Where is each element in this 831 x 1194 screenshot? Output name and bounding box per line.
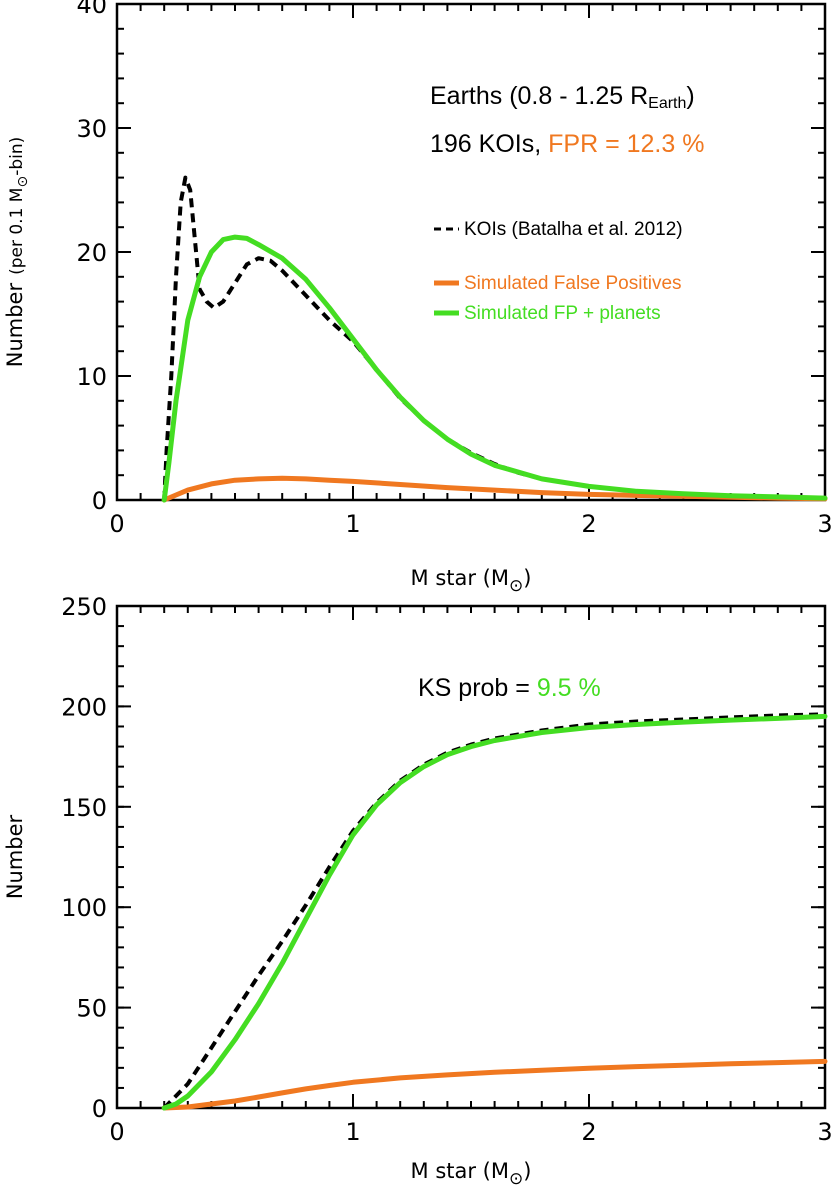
x-tick-label: 3	[817, 510, 831, 538]
x-tick-label: 2	[581, 1118, 596, 1146]
bottom-panel-ticks: 0 1 2 3 0 50 100 150 200 250	[61, 593, 831, 1146]
ks-prob-value: 9.5 %	[537, 674, 601, 702]
y-tick-label: 0	[92, 1095, 107, 1123]
earths-annotation: Earths (0.8 - 1.25 REarth)	[430, 82, 695, 112]
y-tick-label: 10	[76, 363, 107, 391]
x-tick-label: 1	[345, 510, 360, 538]
y-tick-label: 40	[76, 0, 107, 19]
x-tick-label: 0	[109, 510, 124, 538]
koi-count-annotation: 196 KOIs, FPR = 12.3 %	[430, 130, 704, 158]
y-tick-label: 150	[61, 794, 107, 822]
series-line-green	[161, 234, 828, 503]
top-y-axis-label: Number(per 0.1 M⊙-bin)	[3, 137, 31, 368]
top-y-axis-sun-symbol: ⊙	[15, 176, 31, 188]
series-line-black	[162, 712, 826, 1110]
y-tick-label: 200	[61, 693, 107, 721]
top-x-axis-sun-symbol: ⊙	[509, 576, 523, 596]
y-tick-label: 30	[76, 115, 107, 143]
bottom-x-axis-label: M star (M⊙)	[411, 1159, 532, 1189]
y-tick-label: 250	[61, 593, 107, 621]
series-line-orange	[161, 475, 828, 503]
legend-fp-label: Simulated False Positives	[464, 273, 682, 294]
series-line-orange	[161, 1058, 828, 1111]
bottom-x-axis-sun-symbol: ⊙	[509, 1169, 523, 1189]
ks-prob-annotation: KS prob = 9.5 %	[418, 674, 601, 702]
x-tick-label: 0	[109, 1118, 124, 1146]
y-tick-label: 0	[92, 487, 107, 515]
y-tick-label: 50	[76, 995, 107, 1023]
legend-koi-label: KOIs (Batalha et al. 2012)	[464, 219, 683, 240]
series-line-green	[161, 713, 828, 1111]
fpr-value: FPR = 12.3 %	[548, 130, 704, 158]
y-tick-label: 20	[76, 239, 107, 267]
top-panel-frame	[115, 2, 827, 502]
top-x-axis-label: M star (M⊙)	[411, 566, 532, 596]
legend: KOIs (Batalha et al. 2012) Simulated Fal…	[434, 219, 683, 324]
y-tick-label: 100	[61, 894, 107, 922]
bottom-y-axis-label: Number	[3, 814, 27, 899]
x-tick-label: 2	[581, 510, 596, 538]
x-tick-label: 1	[345, 1118, 360, 1146]
x-tick-label: 3	[817, 1118, 831, 1146]
bottom-panel-series	[161, 712, 828, 1111]
bottom-panel-cumulative: 0 1 2 3 0 50 100 150 200 250 M star (M⊙) Number K…	[3, 593, 831, 1189]
top-panel-series	[161, 175, 828, 503]
legend-fpp-label: Simulated FP + planets	[464, 303, 661, 324]
